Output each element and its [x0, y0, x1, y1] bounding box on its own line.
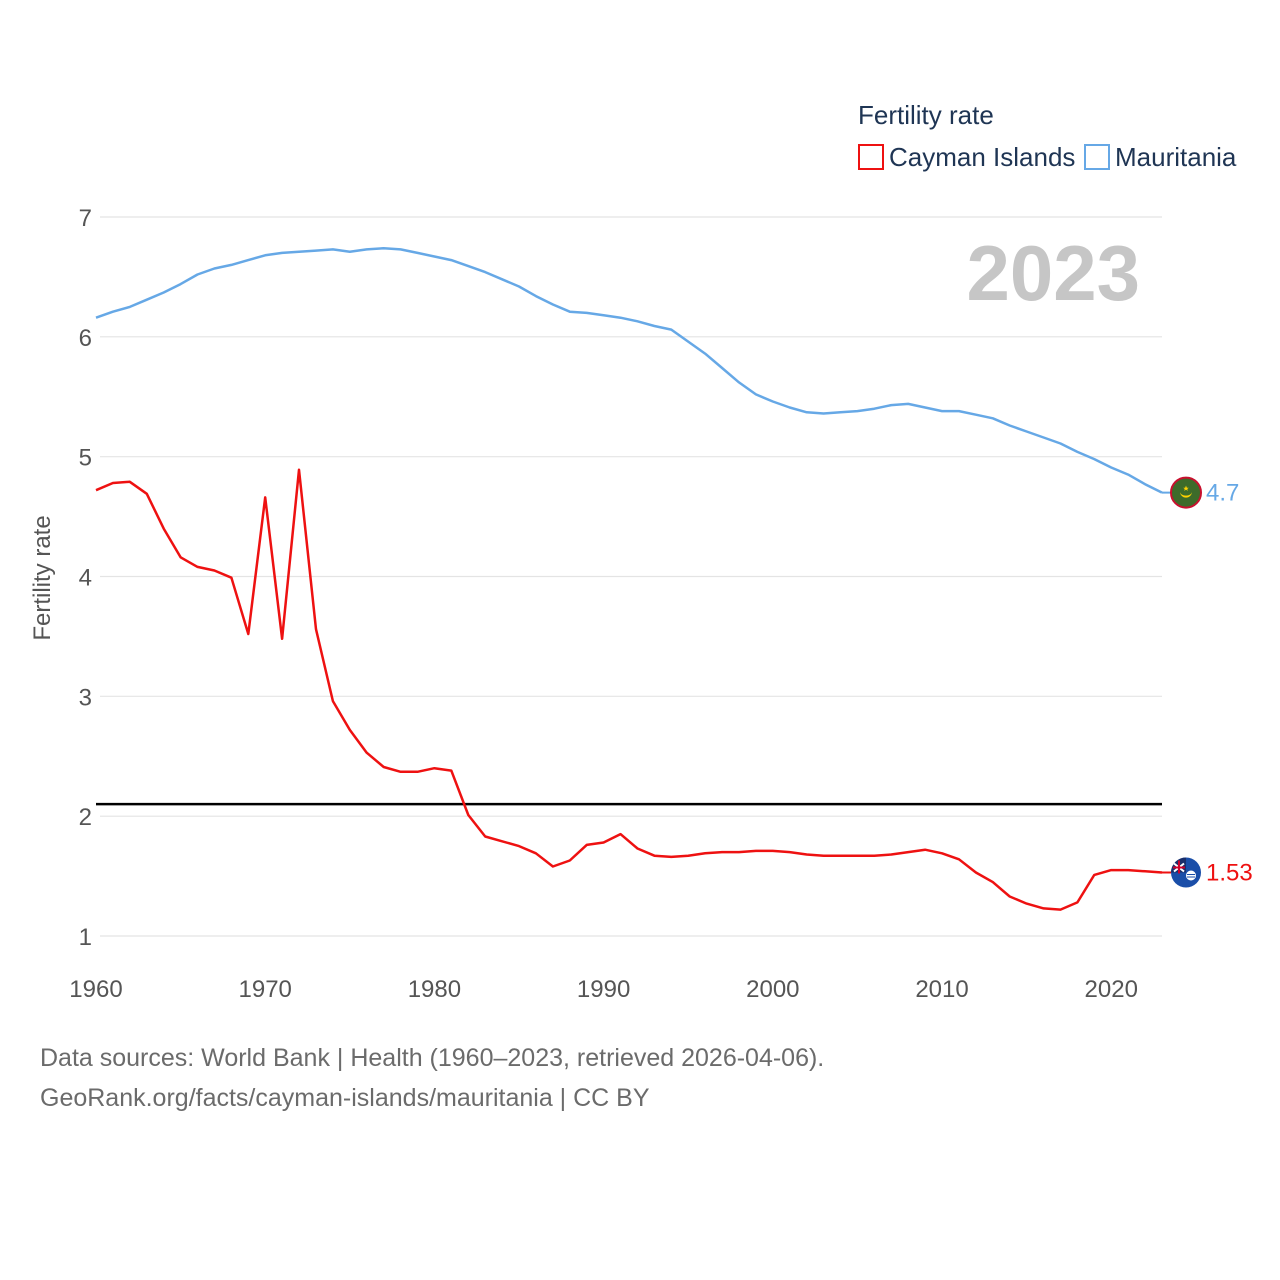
y-tick-label: 2	[79, 804, 92, 831]
legend-item-cayman-islands[interactable]: Cayman Islands	[858, 142, 1075, 172]
legend-swatch-mauritania	[1084, 144, 1110, 170]
legend-label-cayman-islands: Cayman Islands	[889, 142, 1075, 172]
series-line-cayman-islands[interactable]	[95, 468, 1163, 911]
end-label-mauritania: 4.7	[1206, 480, 1239, 507]
x-tick-label: 1980	[408, 976, 461, 1003]
x-tick-label: 1970	[239, 976, 292, 1003]
mauritania-flag-icon	[1170, 476, 1202, 509]
footer-sources: Data sources: World Bank | Health (1960–…	[40, 1044, 825, 1072]
x-tick-label: 1960	[69, 976, 122, 1003]
legend: Fertility rate Cayman Islands Mauritania	[858, 100, 1237, 172]
x-tick-label: 1990	[577, 976, 630, 1003]
legend-item-mauritania[interactable]: Mauritania	[1084, 142, 1237, 172]
y-tick-label: 5	[79, 445, 92, 472]
x-axis-ticks: 1960 1970 1980 1990 2000 2010 2020	[69, 976, 1138, 1003]
cayman-islands-flag-icon	[1171, 857, 1201, 888]
x-tick-label: 2000	[746, 976, 799, 1003]
series-line-mauritania[interactable]	[95, 246, 1163, 494]
y-tick-label: 4	[79, 565, 92, 592]
year-label: 2023	[966, 229, 1140, 317]
gridlines	[100, 216, 1162, 937]
legend-title: Fertility rate	[858, 100, 994, 130]
y-axis-ticks: 1 2 3 4 5 6 7	[79, 205, 92, 951]
fertility-rate-chart: 1 2 3 4 5 6 7 1960 1970 1980 1990 2000 2010 2020 202…	[29, 100, 1253, 1003]
footer-attribution[interactable]: GeoRank.org/facts/cayman-islands/maurita…	[40, 1084, 650, 1112]
legend-swatch-cayman-islands	[858, 144, 884, 170]
y-tick-label: 1	[79, 924, 92, 951]
legend-label-mauritania: Mauritania	[1115, 142, 1237, 172]
y-tick-label: 6	[79, 325, 92, 352]
y-tick-label: 3	[79, 684, 92, 711]
y-tick-label: 7	[79, 205, 92, 232]
end-label-cayman-islands: 1.53	[1206, 859, 1253, 886]
y-axis-label: Fertility rate	[29, 515, 56, 640]
x-tick-label: 2020	[1085, 976, 1138, 1003]
x-tick-label: 2010	[915, 976, 968, 1003]
series-lines	[95, 246, 1171, 911]
